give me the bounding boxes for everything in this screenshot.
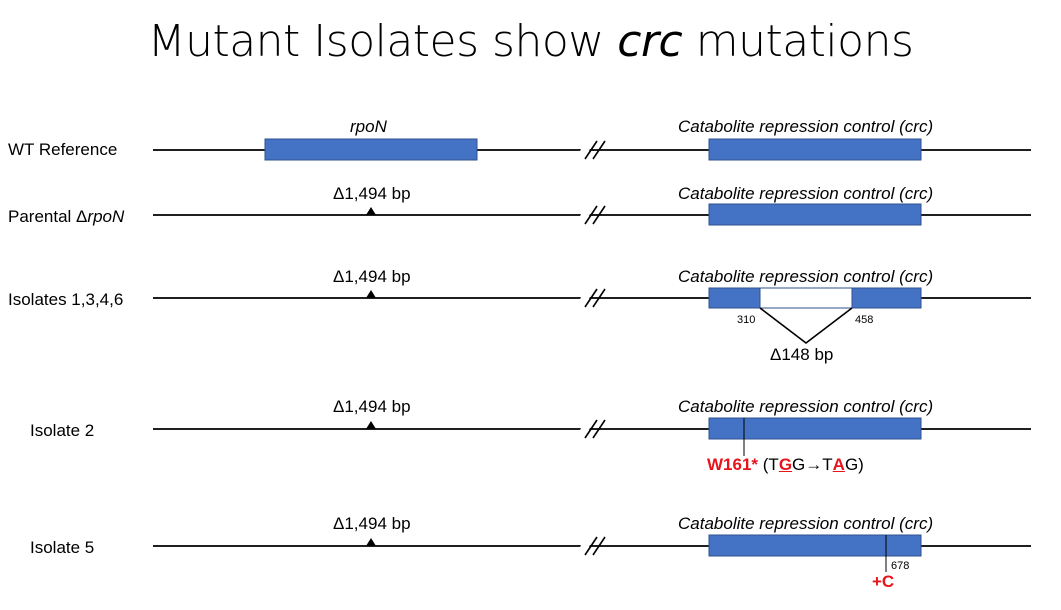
- row-isolate-5: [153, 534, 1031, 572]
- deletion-size-label: Δ1,494 bp: [333, 267, 411, 286]
- insertion-label: +C: [872, 572, 895, 591]
- codon-mutated-base-a: A: [832, 455, 845, 474]
- crc-gene-box: [708, 203, 922, 226]
- row-isolate-2: [153, 417, 1031, 456]
- title-tail: mutations: [682, 16, 914, 67]
- deletion-marker-triangle: [366, 290, 376, 298]
- codon-close: G): [844, 455, 864, 474]
- axis-break-mark: [577, 419, 606, 439]
- codon-mutated-base-g: G: [778, 455, 793, 474]
- crc-deleted-region: [759, 287, 853, 309]
- codon-mid: G→T: [792, 455, 833, 474]
- crc-gene-left-segment: [708, 287, 761, 309]
- row-label-wt: WT Reference: [8, 140, 118, 159]
- crc-gene-label: Catabolite repression control (crc): [678, 117, 934, 136]
- row-wt-reference: [153, 138, 1031, 161]
- insertion-position-label: 678: [891, 560, 910, 572]
- deletion-marker-triangle: [366, 538, 376, 546]
- mutation-name: W161*: [707, 455, 759, 474]
- nonsense-mutation-annotation: W161* (TGG→TAG): [707, 455, 864, 475]
- deletion-marker-triangle: [366, 207, 376, 215]
- axis-break-mark: [577, 205, 606, 225]
- axis-break-mark: [577, 140, 606, 160]
- row-label-isolates-1346: Isolates 1,3,4,6: [8, 290, 124, 309]
- deletion-size-label: Δ1,494 bp: [333, 514, 411, 533]
- title-main: Mutant Isolates show: [147, 16, 618, 67]
- crc-gene-right-segment: [851, 287, 922, 309]
- crc-gene-box: [708, 417, 922, 440]
- rpon-gene-label: rpoN: [350, 117, 387, 136]
- deletion-end-position: 458: [855, 314, 874, 326]
- codon-open: (T: [758, 455, 779, 474]
- rpon-gene-box: [264, 138, 478, 161]
- deletion-bracket: [759, 307, 853, 345]
- row-label-isolate-2: Isolate 2: [30, 421, 95, 440]
- deletion-marker-triangle: [366, 421, 376, 429]
- row-label-parental-plain: Parental Δ: [8, 207, 88, 226]
- page-title: Mutant Isolates show crc mutations: [0, 16, 1061, 67]
- crc-gene-box: [708, 138, 922, 161]
- deletion-size-label: Δ1,494 bp: [333, 184, 411, 203]
- axis-break-mark: [577, 288, 606, 308]
- row-label-parental-italic: rpoN: [87, 207, 125, 226]
- row-label-isolate-5: Isolate 5: [30, 538, 95, 557]
- row-isolates-1346: [153, 287, 1031, 345]
- crc-deletion-size-label: Δ148 bp: [770, 345, 834, 364]
- row-parental: [153, 203, 1031, 226]
- crc-gene-label: Catabolite repression control (crc): [678, 397, 934, 416]
- crc-gene-label: Catabolite repression control (crc): [678, 267, 934, 286]
- title-italic: crc: [617, 16, 683, 67]
- deletion-size-label: Δ1,494 bp: [333, 397, 411, 416]
- axis-break-mark: [577, 536, 606, 556]
- crc-gene-label: Catabolite repression control (crc): [678, 514, 934, 533]
- crc-gene-box: [708, 534, 922, 557]
- row-label-parental: Parental ΔrpoN: [8, 207, 124, 227]
- crc-gene-label: Catabolite repression control (crc): [678, 184, 934, 203]
- deletion-start-position: 310: [737, 314, 756, 326]
